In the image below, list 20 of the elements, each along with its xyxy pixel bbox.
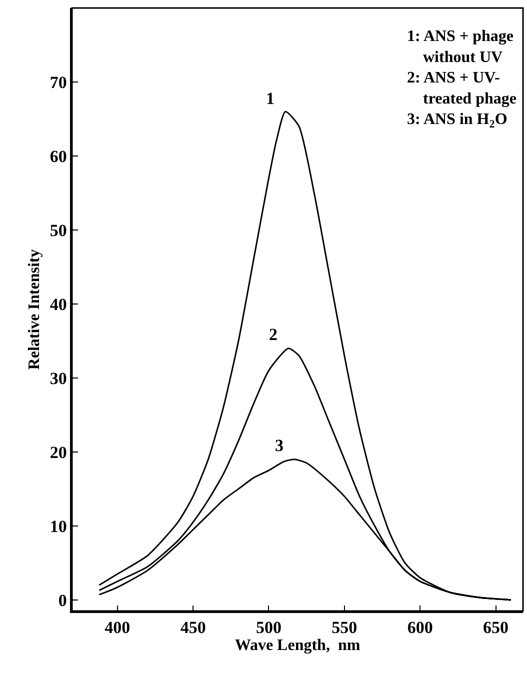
y-tick-label: 20: [50, 442, 67, 462]
x-axis-title: Wave Length, nm: [234, 637, 361, 654]
y-axis-title: Relative Intensity: [26, 249, 44, 370]
y-tick-label: 10: [50, 516, 67, 536]
y-tick-label: 60: [50, 146, 67, 166]
x-tick-label: 600: [407, 618, 433, 638]
y-tick-label: 50: [50, 220, 67, 240]
series-label: 1: [266, 89, 274, 108]
series-label: 3: [275, 436, 284, 455]
y-tick-label: 0: [58, 590, 67, 610]
series-label: 2: [269, 325, 278, 344]
y-tick-label: 40: [50, 294, 67, 314]
annotation: 1: ANS + phage without UV 2: ANS + UV- treated phage 3: ANS in H$_{2}$O: [407, 28, 516, 131]
x-tick-label: 400: [104, 618, 130, 638]
x-tick-label: 650: [483, 618, 509, 638]
y-tick-label: 70: [50, 72, 67, 92]
x-tick-label: 450: [180, 618, 206, 638]
x-tick-label: 550: [332, 618, 358, 638]
y-tick-label: 30: [50, 368, 67, 388]
x-tick-label: 500: [256, 618, 282, 638]
